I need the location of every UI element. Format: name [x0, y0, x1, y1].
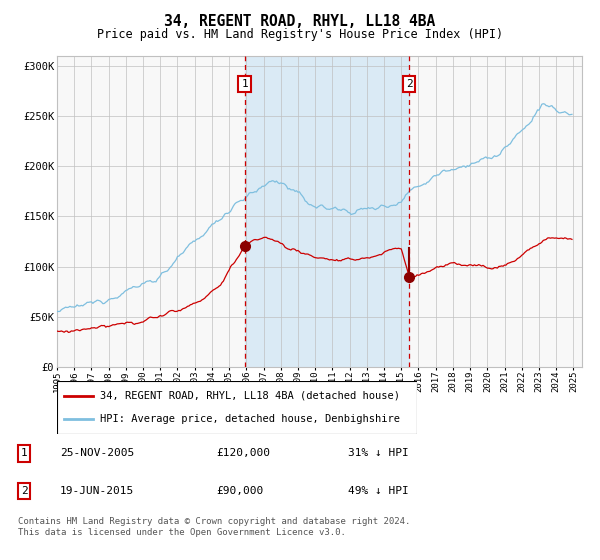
- Text: 34, REGENT ROAD, RHYL, LL18 4BA (detached house): 34, REGENT ROAD, RHYL, LL18 4BA (detache…: [100, 391, 400, 401]
- Text: Price paid vs. HM Land Registry's House Price Index (HPI): Price paid vs. HM Land Registry's House …: [97, 28, 503, 41]
- Text: Contains HM Land Registry data © Crown copyright and database right 2024.
This d: Contains HM Land Registry data © Crown c…: [18, 517, 410, 536]
- Text: 49% ↓ HPI: 49% ↓ HPI: [348, 486, 409, 496]
- Bar: [245, 56, 409, 367]
- Text: 2: 2: [20, 486, 28, 496]
- Text: 31% ↓ HPI: 31% ↓ HPI: [348, 449, 409, 459]
- Text: £120,000: £120,000: [216, 449, 270, 459]
- Text: 2: 2: [406, 79, 412, 89]
- Text: 25-NOV-2005: 25-NOV-2005: [60, 449, 134, 459]
- Text: £90,000: £90,000: [216, 486, 263, 496]
- Text: 1: 1: [241, 79, 248, 89]
- Text: 1: 1: [20, 449, 28, 459]
- Text: 34, REGENT ROAD, RHYL, LL18 4BA: 34, REGENT ROAD, RHYL, LL18 4BA: [164, 14, 436, 29]
- Text: HPI: Average price, detached house, Denbighshire: HPI: Average price, detached house, Denb…: [100, 414, 400, 424]
- Text: 19-JUN-2015: 19-JUN-2015: [60, 486, 134, 496]
